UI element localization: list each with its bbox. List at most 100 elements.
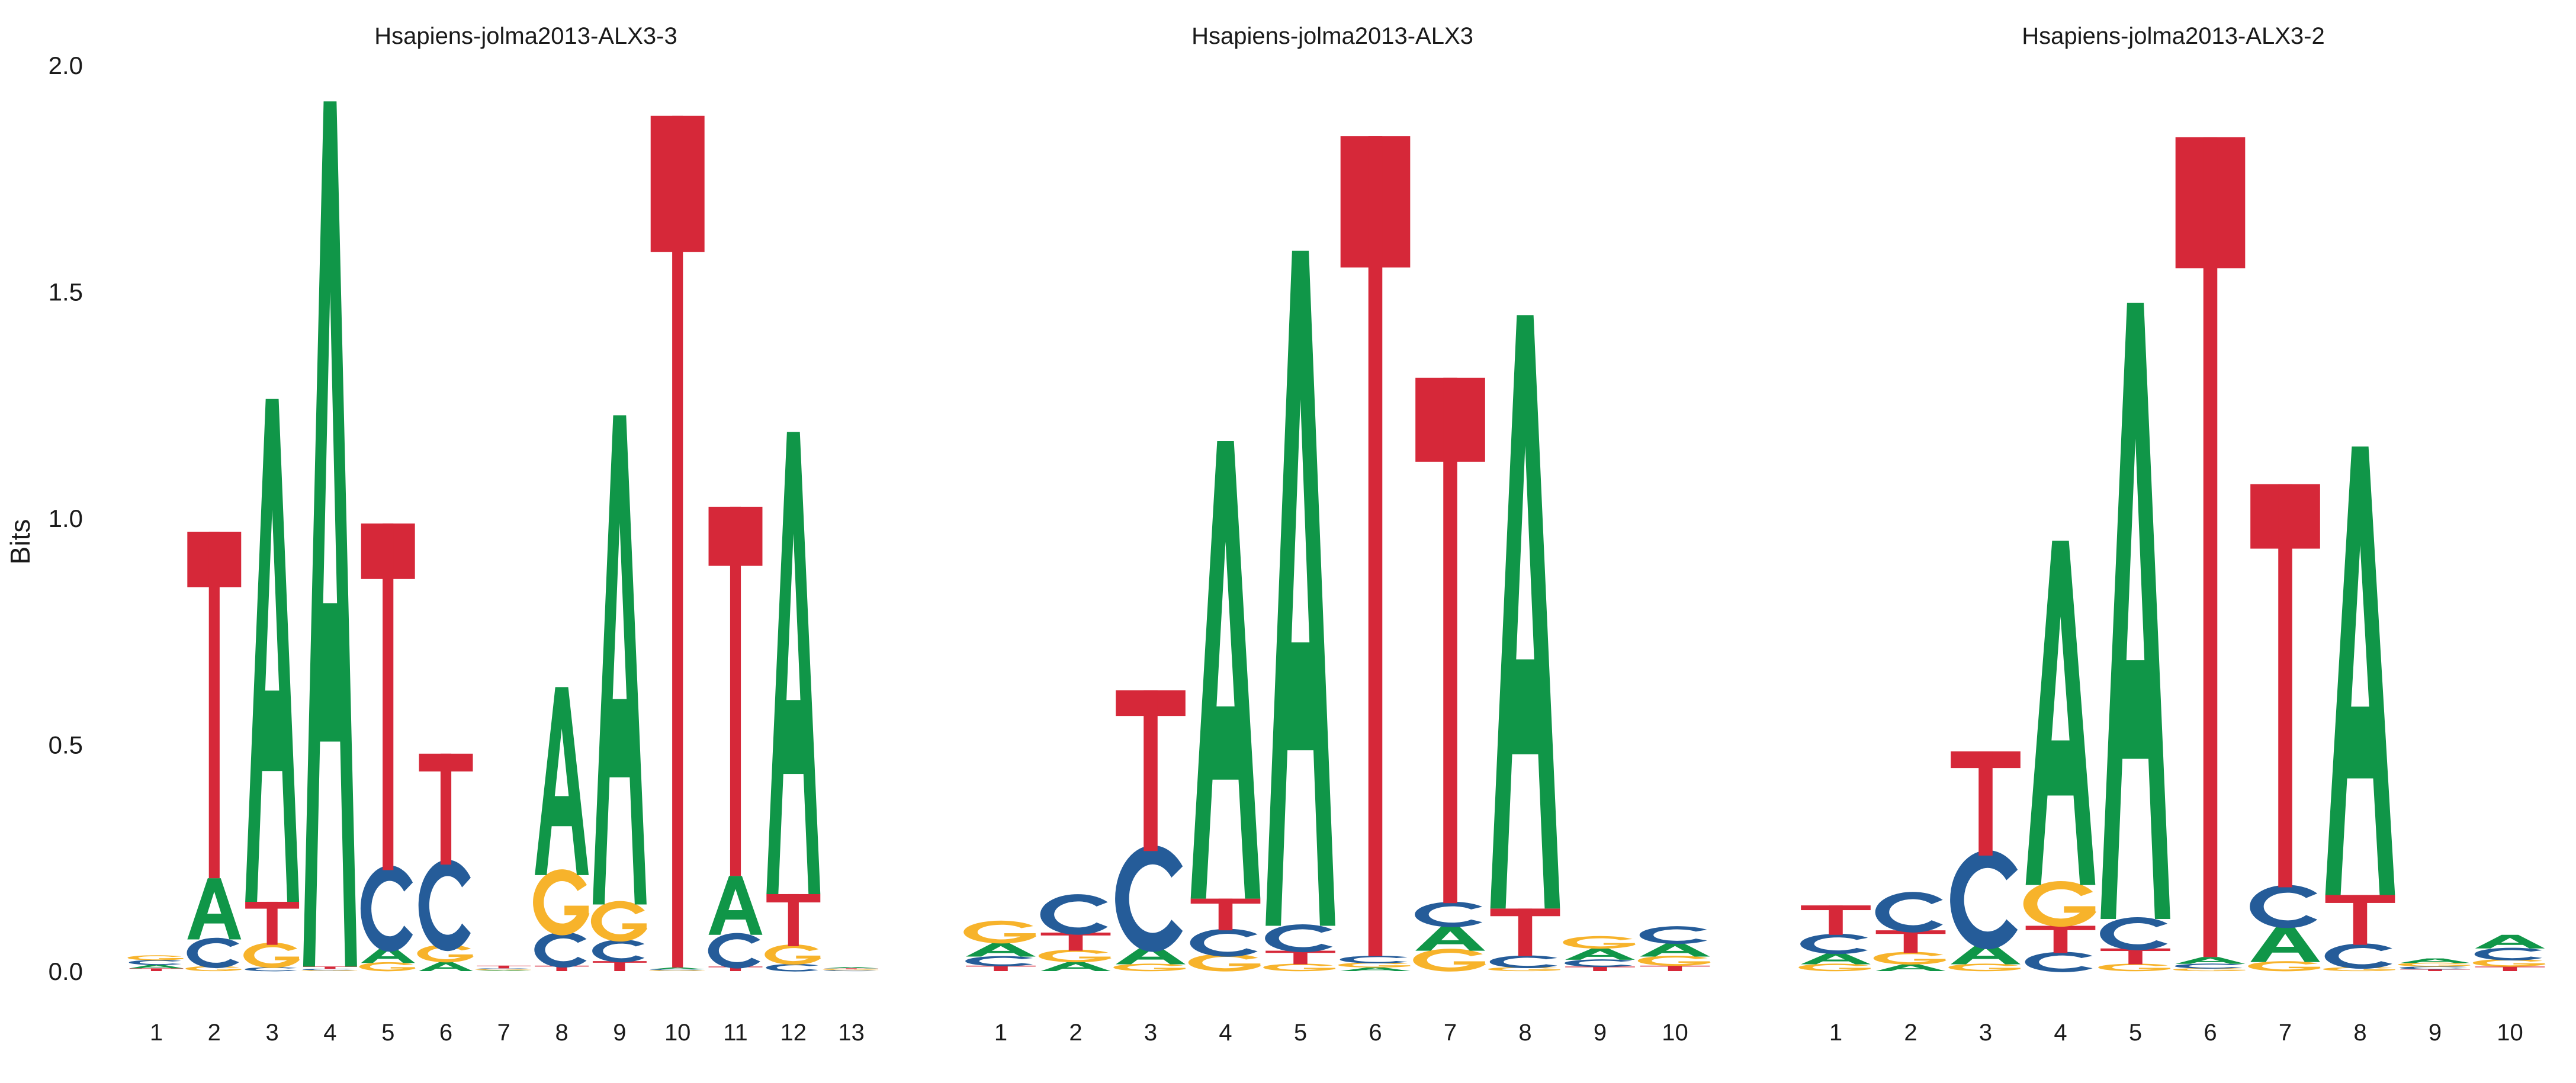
x-tick-label: 1 bbox=[1829, 1020, 1842, 1046]
x-tick-label: 7 bbox=[1444, 1020, 1457, 1046]
letter-T-pos-11 bbox=[708, 506, 763, 876]
letter-G-pos-1 bbox=[963, 920, 1037, 944]
letter-T-pos-5 bbox=[361, 523, 415, 870]
y-tick-label: 2.0 bbox=[49, 52, 83, 79]
letter-T-pos-10 bbox=[650, 115, 705, 968]
letter-A-pos-8 bbox=[2325, 446, 2395, 895]
x-tick-label: 8 bbox=[1518, 1020, 1531, 1046]
x-tick-label: 6 bbox=[1369, 1020, 1382, 1046]
letter-G-pos-7 bbox=[1413, 949, 1486, 972]
letter-A-pos-4 bbox=[1190, 441, 1261, 899]
letter-A-pos-7 bbox=[1415, 925, 1485, 951]
x-tick-label: 12 bbox=[780, 1020, 807, 1046]
x-tick-label: 3 bbox=[1144, 1020, 1157, 1046]
letter-T-pos-6 bbox=[2175, 137, 2246, 957]
letter-A-pos-10 bbox=[1640, 943, 1710, 957]
letter-C-pos-6 bbox=[2174, 963, 2243, 969]
letter-A-pos-3 bbox=[1951, 944, 2021, 965]
letter-C-pos-3 bbox=[1950, 850, 2018, 950]
x-tick-label: 5 bbox=[381, 1020, 394, 1046]
letter-A-pos-9 bbox=[592, 415, 647, 905]
letter-G-pos-5 bbox=[2098, 963, 2172, 972]
letter-A-pos-13 bbox=[824, 967, 879, 969]
letter-G-pos-5 bbox=[1263, 963, 1337, 972]
panel-title: Hsapiens-jolma2013-ALX3-2 bbox=[2022, 23, 2324, 49]
letter-A-pos-7 bbox=[2250, 925, 2320, 962]
letter-C-pos-7 bbox=[1415, 901, 1483, 927]
x-tick-label: 1 bbox=[150, 1020, 163, 1046]
x-tick-label: 3 bbox=[1979, 1020, 1992, 1046]
letter-T-pos-3 bbox=[1951, 751, 2021, 856]
letter-G-pos-3 bbox=[243, 942, 300, 968]
letter-C-pos-13 bbox=[824, 970, 876, 972]
letter-A-pos-11 bbox=[708, 876, 763, 935]
x-tick-label: 2 bbox=[1069, 1020, 1082, 1046]
letter-G-pos-5 bbox=[359, 962, 416, 972]
letter-T-pos-8 bbox=[2325, 895, 2395, 945]
letter-G-pos-3 bbox=[1113, 963, 1187, 972]
letter-T-pos-9 bbox=[2400, 969, 2470, 971]
letter-T-pos-1 bbox=[129, 968, 184, 971]
letter-A-pos-1 bbox=[966, 943, 1036, 957]
letter-C-pos-3 bbox=[1115, 845, 1183, 952]
logo-panel-2: Hsapiens-jolma2013-ALX3 1 2 3 4 5 6 7 8 9 10 bbox=[963, 23, 1711, 1046]
letter-A-pos-5 bbox=[361, 947, 415, 963]
letter-G-pos-2 bbox=[1038, 949, 1112, 963]
y-tick-label: 1.0 bbox=[49, 504, 83, 532]
letter-C-pos-1 bbox=[965, 956, 1033, 966]
letter-T-pos-10 bbox=[2475, 966, 2545, 971]
y-tick-label: 0.0 bbox=[49, 957, 83, 985]
x-tick-label: 8 bbox=[555, 1020, 568, 1046]
letter-T-pos-6 bbox=[419, 753, 473, 865]
letter-A-pos-9 bbox=[2400, 958, 2470, 963]
x-tick-label: 5 bbox=[2129, 1020, 2142, 1046]
letter-A-pos-12 bbox=[766, 432, 821, 894]
x-tick-label: 8 bbox=[2353, 1020, 2366, 1046]
logo-panels: Hsapiens-jolma2013-ALX3-31 2 3 4 5 6 7 8 9 10 11 12… bbox=[127, 23, 2546, 1046]
letter-A-pos-2 bbox=[1875, 964, 1946, 971]
letter-C-pos-7 bbox=[476, 968, 529, 970]
letter-T-pos-1 bbox=[966, 965, 1036, 971]
letter-C-pos-9 bbox=[592, 939, 645, 963]
letter-T-pos-3 bbox=[1116, 690, 1186, 851]
x-tick-label: 1 bbox=[994, 1020, 1007, 1046]
letter-T-pos-3 bbox=[245, 901, 300, 945]
letter-G-pos-13 bbox=[823, 969, 879, 970]
letter-C-pos-10 bbox=[1639, 926, 1707, 944]
letter-A-pos-6 bbox=[1340, 967, 1411, 971]
letter-T-pos-7 bbox=[1415, 377, 1485, 904]
x-tick-label: 9 bbox=[2429, 1020, 2442, 1046]
letter-A-pos-3 bbox=[245, 399, 300, 902]
letter-G-pos-7 bbox=[2248, 961, 2321, 972]
letter-G-pos-8 bbox=[533, 869, 590, 936]
letter-A-pos-10 bbox=[2475, 934, 2545, 949]
y-axis-label: Bits bbox=[5, 519, 36, 565]
panel-title: Hsapiens-jolma2013-ALX3 bbox=[1191, 23, 1473, 49]
letter-C-pos-5 bbox=[360, 865, 413, 952]
letter-C-pos-4 bbox=[2025, 952, 2093, 972]
letter-C-pos-12 bbox=[766, 963, 818, 972]
letter-G-pos-6 bbox=[2173, 968, 2247, 972]
y-tick-label: 0.5 bbox=[49, 731, 83, 759]
x-tick-label: 7 bbox=[2279, 1020, 2292, 1046]
letter-A-pos-3 bbox=[1116, 946, 1186, 965]
x-tick-label: 10 bbox=[2497, 1020, 2523, 1046]
y-axis: 0.0 0.5 1.0 1.5 2.0 bbox=[49, 52, 83, 985]
letter-G-pos-9 bbox=[590, 901, 648, 942]
x-tick-label: 9 bbox=[613, 1020, 626, 1046]
letter-C-pos-2 bbox=[1040, 894, 1108, 935]
x-tick-label: 6 bbox=[439, 1020, 452, 1046]
letter-T-pos-2 bbox=[187, 531, 242, 879]
x-tick-label: 11 bbox=[723, 1020, 748, 1046]
letter-T-pos-9 bbox=[592, 961, 647, 971]
x-tick-label: 2 bbox=[208, 1020, 221, 1046]
letter-G-pos-10 bbox=[2472, 959, 2546, 967]
letter-C-pos-8 bbox=[534, 932, 587, 968]
letter-C-pos-6 bbox=[1340, 956, 1408, 963]
letter-A-pos-5 bbox=[2100, 303, 2170, 920]
logo-panel-3: Hsapiens-jolma2013-ALX3-2 1 2 3 4 5 6 7 8 9 10 bbox=[1798, 23, 2546, 1046]
x-tick-label: 10 bbox=[1662, 1020, 1688, 1046]
letter-C-pos-10 bbox=[2474, 947, 2542, 961]
letter-G-pos-1 bbox=[1798, 963, 1872, 972]
letter-T-pos-2 bbox=[1875, 930, 1946, 953]
